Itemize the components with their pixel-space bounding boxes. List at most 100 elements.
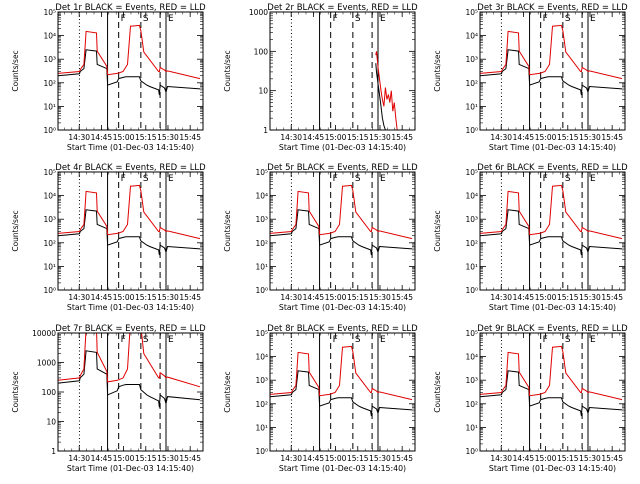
x-tick-label: 15:45: [179, 133, 201, 142]
y-tick-label: 1: [51, 447, 56, 456]
x-tick-label: 15:30: [157, 133, 179, 142]
x-tick-label: 15:00: [325, 293, 347, 302]
x-tick-label: 15:15: [557, 454, 579, 463]
chart-title: Det 6r BLACK = Events, RED = LLD: [477, 163, 628, 173]
y-tick-label: 10⁴: [255, 353, 268, 362]
y-tick-label: 10¹: [43, 262, 56, 271]
chart-title: Det 8r BLACK = Events, RED = LLD: [267, 324, 418, 334]
marker-letter: E: [380, 174, 386, 184]
x-tick-label: 14:30: [490, 133, 512, 142]
y-tick-label: 10³: [465, 55, 478, 64]
x-tick-label: 15:15: [135, 454, 157, 463]
series-line-events: [480, 370, 623, 417]
x-tick-label: 14:45: [91, 133, 113, 142]
plot-frame: [479, 171, 626, 291]
y-tick-label: 10¹: [255, 423, 268, 432]
y-tick-label: 10⁵: [43, 8, 56, 17]
x-tick-label: 15:15: [135, 293, 157, 302]
marker-letter: S: [355, 335, 361, 345]
y-tick-label: 10³: [255, 376, 268, 385]
series-line-events: [58, 49, 201, 96]
series-line-events: [375, 63, 386, 130]
series-line-events: [58, 350, 201, 408]
y-tick-label: 10¹: [255, 262, 268, 271]
series-line-lld: [58, 333, 201, 388]
x-tick-label: 15:00: [535, 293, 557, 302]
y-tick-label: 10⁵: [465, 8, 478, 17]
series-line-events: [58, 209, 201, 256]
plot-frame: [57, 332, 204, 452]
series-line-lld: [375, 51, 398, 130]
y-tick-label: 10³: [43, 215, 56, 224]
y-axis-label: Counts/sec: [223, 371, 232, 412]
panel-7r: 1 10 100 1000 10000 14:30 14:45 15:00 15:15 15:30…: [11, 324, 206, 473]
plot-frame: [269, 332, 416, 452]
y-tick-label: 10⁴: [255, 192, 268, 201]
chart-title: Det 7r BLACK = Events, RED = LLD: [55, 324, 206, 334]
series-line-lld: [58, 184, 201, 240]
x-tick-label: 14:45: [303, 454, 325, 463]
marker-letter: S: [143, 174, 149, 184]
x-tick-label: 15:45: [179, 293, 201, 302]
chart-title: Det 5r BLACK = Events, RED = LLD: [267, 163, 418, 173]
x-tick-label: 15:15: [347, 133, 369, 142]
y-axis-label: Counts/sec: [11, 371, 20, 412]
marker-letter: E: [168, 335, 174, 345]
y-tick-label: 10000: [32, 329, 56, 338]
x-tick-label: 15:30: [369, 133, 391, 142]
y-tick-label: 10²: [43, 239, 56, 248]
x-tick-label: 14:45: [513, 454, 535, 463]
y-tick-label: 10⁴: [43, 192, 56, 201]
y-axis-label: Counts/sec: [223, 50, 232, 91]
x-tick-label: 15:15: [347, 454, 369, 463]
marker-letter: F: [543, 335, 548, 345]
marker-letter: S: [143, 335, 149, 345]
y-tick-label: 10⁴: [465, 192, 478, 201]
x-tick-label: 14:30: [280, 133, 302, 142]
panel-2r: 1 10 100 1000 14:30 14:45 15:00 15:15 15:30 15:45…: [223, 3, 418, 152]
marker-letter: F: [333, 174, 338, 184]
y-tick-label: 10⁵: [43, 168, 56, 177]
y-tick-label: 10⁵: [255, 329, 268, 338]
y-tick-label: 10⁰: [255, 286, 268, 295]
x-axis-label: Start Time (01-Dec-03 14:15:40): [489, 464, 616, 473]
y-tick-label: 10¹: [465, 423, 478, 432]
y-tick-label: 10³: [465, 215, 478, 224]
y-tick-label: 1000: [249, 8, 268, 17]
x-tick-label: 14:30: [68, 454, 90, 463]
plot-frame: [479, 11, 626, 131]
plot-frame: [479, 332, 626, 452]
x-tick-label: 15:15: [347, 293, 369, 302]
y-tick-label: 10⁵: [255, 168, 268, 177]
marker-letter: S: [565, 14, 571, 24]
x-tick-label: 14:45: [91, 454, 113, 463]
series-line-lld: [270, 184, 413, 240]
marker-letter: S: [355, 14, 361, 24]
x-tick-label: 15:45: [601, 454, 623, 463]
plot-frame: [57, 11, 204, 131]
marker-letter: E: [590, 14, 596, 24]
series-line-lld: [480, 184, 623, 240]
y-axis-label: Counts/sec: [433, 371, 442, 412]
y-tick-label: 1000: [37, 359, 56, 368]
marker-letter: F: [333, 14, 338, 24]
x-axis-label: Start Time (01-Dec-03 14:15:40): [67, 303, 194, 312]
y-tick-label: 10¹: [465, 262, 478, 271]
marker-letter: S: [565, 335, 571, 345]
x-tick-label: 15:30: [369, 293, 391, 302]
y-tick-label: 10⁰: [465, 286, 478, 295]
x-axis-label: Start Time (01-Dec-03 14:15:40): [67, 464, 194, 473]
marker-letter: E: [590, 335, 596, 345]
y-tick-label: 10¹: [465, 102, 478, 111]
x-axis-label: Start Time (01-Dec-03 14:15:40): [67, 143, 194, 152]
y-tick-label: 10⁰: [465, 126, 478, 135]
x-axis-label: Start Time (01-Dec-03 14:15:40): [279, 143, 406, 152]
y-tick-label: 10⁴: [465, 353, 478, 362]
x-tick-label: 15:45: [391, 293, 413, 302]
marker-letter: S: [143, 14, 149, 24]
y-tick-label: 10⁰: [465, 447, 478, 456]
plot-frame: [57, 171, 204, 291]
series-line-lld: [270, 345, 413, 401]
x-tick-label: 14:30: [490, 293, 512, 302]
